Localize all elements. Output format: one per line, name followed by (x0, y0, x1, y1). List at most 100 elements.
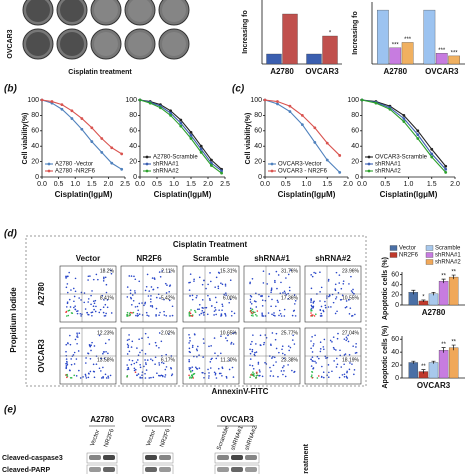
flow-dot (249, 376, 252, 378)
flow-dot (281, 348, 283, 351)
legend-label: shRNA#2 (375, 169, 401, 175)
flow-dot (355, 351, 358, 354)
flow-dot (136, 359, 139, 361)
flow-dot (278, 314, 280, 317)
flow-dot (144, 359, 146, 361)
flow-dot (198, 276, 201, 279)
legend-marker (145, 169, 149, 173)
flow-dot (73, 295, 76, 298)
y-tick-label: 100 (27, 97, 39, 104)
flow-dot (66, 360, 68, 363)
flow-dot (104, 303, 107, 306)
flow-dot (310, 309, 313, 312)
point (120, 167, 124, 171)
flow-dot (249, 298, 252, 301)
flow-dot (80, 315, 82, 317)
flow-dot (171, 314, 174, 317)
flow-dot (74, 308, 76, 311)
flow-dot (353, 369, 356, 371)
flow-dot (327, 280, 330, 282)
flow-dot (343, 363, 345, 366)
point (179, 118, 183, 122)
y-tick-label: 80 (129, 112, 137, 119)
flow-dot (128, 275, 131, 277)
flow-dot (190, 309, 192, 311)
flow-dot (314, 272, 317, 275)
flow-dot (257, 361, 260, 364)
point (313, 140, 317, 144)
y-tick-label: 40 (351, 143, 359, 150)
flow-dot (76, 334, 79, 336)
error-bar (411, 289, 416, 295)
point (199, 144, 203, 148)
flow-dot (87, 275, 90, 278)
flow-dot (141, 377, 143, 379)
flow-dot (106, 299, 109, 301)
flow-dot (155, 307, 158, 310)
flow-dot (78, 297, 80, 299)
flow-dot (94, 299, 97, 302)
y-tick-label: 20 (391, 292, 399, 299)
flow-dot (137, 373, 140, 375)
flow-dot (261, 314, 263, 316)
flow-dot (221, 303, 224, 306)
flow-dot (146, 359, 149, 361)
colony-plate-inner (128, 0, 152, 22)
flow-dot (210, 280, 212, 283)
flow-dot (310, 312, 312, 314)
flow-dot (126, 311, 129, 314)
flow-dot (68, 309, 71, 312)
flow-dot (215, 313, 217, 316)
bar (448, 347, 459, 379)
flow-dot (310, 307, 313, 310)
flow-dot (310, 301, 312, 303)
flow-dot (323, 338, 326, 341)
flow-dot (164, 374, 167, 376)
gate-percent: 12.23% (97, 330, 115, 336)
group-label: A2780 (90, 415, 114, 424)
point (430, 152, 434, 156)
blot-band (145, 467, 157, 472)
flow-dot (165, 353, 167, 356)
flow-dot (338, 274, 341, 276)
flow-dot (189, 273, 192, 275)
flow-dot (134, 290, 136, 292)
flow-dot (315, 313, 317, 315)
flow-dot (208, 375, 210, 377)
flow-dot (345, 300, 348, 302)
flow-dot (84, 375, 87, 377)
flow-dot (232, 343, 235, 345)
flow-dot (143, 304, 145, 307)
flow-dot (320, 286, 323, 289)
x-tick-label: 0.0 (135, 181, 145, 188)
flow-dot (85, 377, 88, 379)
point (430, 147, 434, 151)
flow-dot (261, 375, 264, 378)
flow-dot (158, 346, 160, 349)
flow-dot (74, 277, 77, 280)
flow-dot (335, 366, 338, 368)
flow-dot (126, 343, 129, 346)
flow-dot (207, 368, 209, 371)
flow-dot (132, 311, 135, 314)
flow-dot (214, 352, 216, 355)
flow-dot (89, 370, 92, 373)
x-tick-label: 1.0 (302, 181, 312, 188)
point (159, 106, 162, 110)
flow-dot (228, 301, 231, 304)
flow-dot (348, 283, 350, 285)
flow-dot (278, 351, 280, 354)
flow-dot (82, 376, 84, 378)
flow-dot (221, 283, 224, 286)
flow-dot (269, 375, 272, 377)
flow-dot (126, 315, 128, 317)
x-tick-label: 0.0 (260, 181, 270, 188)
flow-dot (165, 292, 168, 294)
point (70, 109, 74, 113)
flow-dot (261, 305, 264, 307)
flow-dot (201, 299, 204, 301)
flow-dot (159, 311, 161, 314)
flow-dot (77, 350, 80, 352)
flow-dot (230, 341, 233, 344)
x-tick-label: 2.0 (450, 181, 460, 188)
